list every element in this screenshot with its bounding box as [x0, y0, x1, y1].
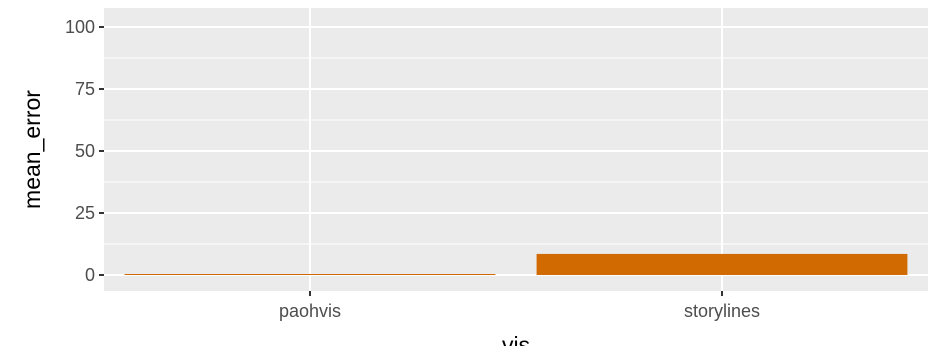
y-tick-label: 0: [85, 265, 95, 285]
bar-paohvis: [124, 274, 496, 275]
y-tick-label: 50: [75, 141, 95, 161]
x-tick-label: storylines: [684, 301, 760, 321]
y-axis-title: mean_error: [19, 90, 45, 209]
y-tick-label: 25: [75, 203, 95, 223]
x-tick-label: paohvis: [279, 301, 341, 321]
plot-panel: [104, 8, 928, 291]
x-axis-ticks: paohvis storylines: [279, 291, 760, 321]
bar-storylines: [536, 253, 908, 275]
y-axis-ticks: 0 25 50 75 100: [65, 17, 104, 285]
y-tick-label: 75: [75, 79, 95, 99]
y-tick-label: 100: [65, 17, 95, 37]
bars: [124, 253, 908, 275]
x-axis-title: vis: [502, 332, 530, 346]
minor-gridlines: [104, 57, 928, 245]
